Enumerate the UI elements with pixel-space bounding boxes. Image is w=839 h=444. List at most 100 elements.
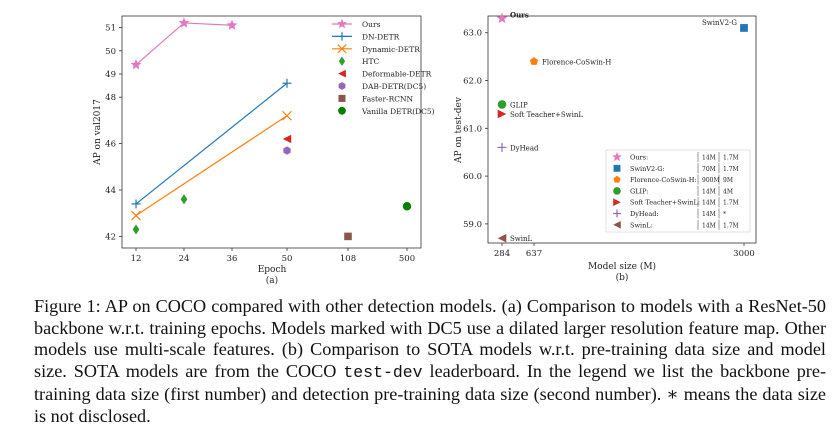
legend-detection-data: 1.7M [723,166,739,173]
legend-row-swinv2-g: SwinV2-G: 70M 1.7M [613,163,739,174]
series-deformable-detr [282,134,292,144]
y-tick-label: 59.0 [463,220,482,230]
legend-marker [612,151,622,162]
point-dyhead: DyHead [497,142,539,152]
legend-marker [338,69,346,78]
legend-label: Deformable-DETR [362,70,432,79]
data-point [402,202,412,211]
legend-marker [338,56,346,66]
data-point [497,142,507,152]
data-point [282,110,292,121]
x-tick-label: 500 [399,254,415,264]
figure-panels: 42 44 46 48 49 50 51 12 24 36 50 108 500 Epoch(a) AP o… [93,10,757,286]
series-line [135,82,288,205]
data-point [282,134,292,144]
legend-marker [613,164,621,172]
legend-backbone-data: 70M [702,166,716,173]
legend-label: GLIP: [630,187,648,195]
legend-label: Dynamic-DETR [362,45,420,54]
legend-label: Vanilla DETR(DC5) [361,107,435,116]
point-glip: GLIP [497,100,528,109]
point-label: Florence-CoSwin-H [542,58,611,66]
chart-a-x-ticks: 12 24 36 50 108 500 [131,248,415,264]
legend-item-dynamic-detr: Dynamic-DETR [332,44,420,54]
x-tick-label: 284 [494,249,510,259]
legend-item-ours: Ours [332,18,381,29]
legend-backbone-data: 14M [702,222,716,229]
x-tick-label: 36 [227,254,238,264]
x-tick-label: 3000 [733,249,755,259]
legend-item-vanilla-detr-dc5: Vanilla DETR(DC5) [338,107,435,116]
data-point [282,78,292,88]
legend-detection-data: 1.7M [723,155,739,162]
point-florence-coswin-h: Florence-CoSwin-H [529,57,611,66]
point-label: SwinV2-G [702,19,737,27]
legend-marker [613,187,621,195]
chart-a-series [130,17,412,241]
legend-marker [338,82,346,90]
legend-item-faster-rcnn: Faster-RCNN [338,94,414,103]
legend-detection-data: 4M [723,188,733,195]
chart-b-sublabel: (b) [616,272,629,283]
data-point [344,232,352,241]
legend-marker [337,44,347,54]
legend-marker [613,198,621,206]
chart-b-x-label: Model size (M) [588,261,656,272]
data-point [226,19,238,30]
series-dynamic-detr [131,110,292,221]
legend-row-ours: Ours: 14M 1.7M [612,151,739,162]
data-point [529,57,539,65]
legend-marker [336,18,348,29]
legend-row-glip: GLIP: 14M 4M [613,185,733,196]
legend-backbone-data: 14M [702,200,716,207]
caption-text-part1: Figure 1: AP on COCO compared with other… [34,296,826,382]
series-faster-rcnn [344,232,352,241]
chart-a-sublabel: (a) [266,275,278,286]
point-label: Soft Teacher+SwinL [510,111,583,119]
x-tick-label: 12 [131,254,142,264]
legend-marker [338,106,346,115]
point-label: GLIP [510,101,528,109]
point-swinl: SwinL [497,233,533,243]
legend-box [605,149,751,233]
data-point [497,233,507,243]
chart-a-y-ticks: 42 44 46 48 49 50 51 [105,24,122,242]
point-ours: Ours [496,10,529,24]
legend-label: DyHead: [630,210,659,218]
data-point [497,109,507,119]
chart-b-y-label: AP on test-dev [454,96,464,164]
y-tick-label: 63.0 [463,29,482,39]
legend-label: Ours [362,20,381,29]
chart-a-legend: Ours DN-DETR Dynamic-DETR HTC Deformable-DET… [332,18,435,116]
series-vanilla-detr-dc5 [402,202,412,211]
legend-label: Faster-RCNN [362,94,414,103]
y-tick-label: 50 [105,47,116,57]
legend-row-swinl: SwinL: 14M 1.7M [613,219,739,230]
legend-detection-data: 1.7M [723,222,739,229]
legend-detection-data: 1.7M [723,200,739,207]
chart-b-y-ticks: 59.0 60.0 61.0 62.0 63.0 [463,29,488,230]
legend-label: Ours: [630,154,648,162]
chart-a-y-label: AP on val2017 [93,99,103,166]
legend-label: SwinL: [630,221,653,229]
x-tick-label: 24 [179,254,190,264]
chart-a: 42 44 46 48 49 50 51 12 24 36 50 108 500 Epoch(a) AP o… [93,15,435,286]
series-dab-detr-dc5 [283,146,291,155]
point-label: SwinL [510,235,533,243]
figure-caption: Figure 1: AP on COCO compared with other… [34,296,826,427]
data-point [131,210,141,221]
legend-backbone-data: 900M [702,177,720,184]
series-line [135,115,288,217]
legend-marker [337,32,347,41]
series-dn-detr [131,78,292,209]
legend-marker [338,94,346,102]
data-point [178,17,190,28]
legend-label: DN-DETR [362,32,400,41]
y-tick-label: 61.0 [463,124,482,134]
y-tick-label: 46 [105,140,116,150]
x-tick-label: 50 [282,254,293,264]
y-tick-label: 51 [105,24,116,34]
legend-marker [613,209,621,218]
x-tick-label: 637 [526,249,542,259]
